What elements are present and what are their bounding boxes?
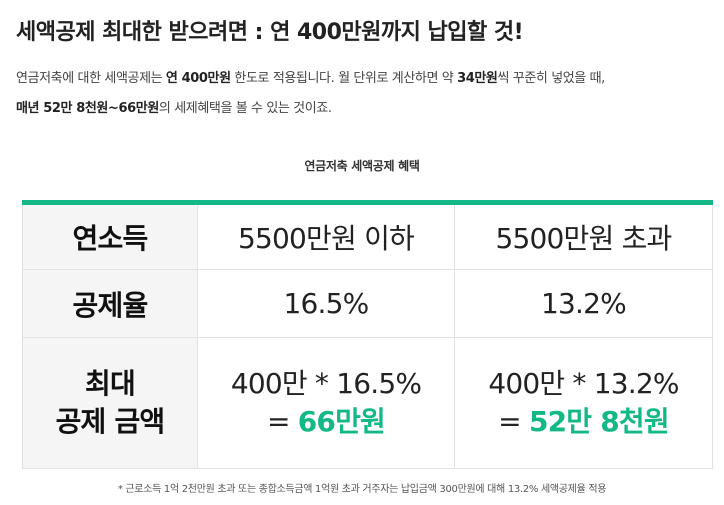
row-header-max-line1: 최대 <box>85 367 136 400</box>
row-header-rate: 공제율 <box>22 269 198 338</box>
intro-text: 한도로 적용됩니다. 월 단위로 계산하면 약 <box>230 71 458 86</box>
intro-text: 연금저축에 대한 세액공제는 <box>16 71 166 86</box>
equals-over: = <box>498 405 529 438</box>
cell-income-under: 5500만원 이하 <box>197 202 455 270</box>
cell-max-under: 400만 * 16.5% = 66만원 <box>197 337 455 469</box>
result-under: 66만원 <box>297 405 386 438</box>
cell-income-over: 5500만원 초과 <box>454 202 713 270</box>
table-row-max: 최대 공제 금액 400만 * 16.5% = 66만원 400만 * 13.2… <box>22 337 713 469</box>
row-header-max: 최대 공제 금액 <box>22 337 198 469</box>
table-row-rate: 공제율 16.5% 13.2% <box>22 269 713 338</box>
result-over: 52만 8천원 <box>528 405 670 438</box>
cell-rate-under: 16.5% <box>197 269 455 338</box>
table-row-income: 연소득 5500만원 이하 5500만원 초과 <box>22 202 713 270</box>
intro-paragraph: 연금저축에 대한 세액공제는 연 400만원 한도로 적용됩니다. 월 단위로 … <box>16 64 716 124</box>
intro-highlight-benefit: 매년 52만 8천원~66만원 <box>16 101 159 116</box>
footnote: * 근로소득 1억 2천만원 초과 또는 종합소득금액 1억원 초과 거주자는 … <box>117 484 607 495</box>
formula-under: 400만 * 16.5% <box>230 367 422 400</box>
intro-highlight-limit: 연 400만원 <box>165 71 231 86</box>
tax-credit-table: 연소득 5500만원 이하 5500만원 초과 공제율 16.5% 13.2% … <box>22 200 713 469</box>
row-header-max-line2: 공제 금액 <box>55 405 166 438</box>
row-header-income: 연소득 <box>22 202 198 270</box>
equals-under: = <box>266 405 298 438</box>
intro-text: 씩 꾸준히 넣었을 때, <box>497 71 605 86</box>
cell-max-over: 400만 * 13.2% = 52만 8천원 <box>454 337 713 469</box>
formula-over: 400만 * 13.2% <box>488 367 679 400</box>
intro-text: 의 세제혜택을 볼 수 있는 것이죠. <box>158 101 332 116</box>
table-caption: 연금저축 세액공제 혜택 <box>304 159 420 173</box>
cell-rate-over: 13.2% <box>454 269 713 338</box>
intro-highlight-monthly: 34만원 <box>457 71 498 86</box>
page-heading: 세액공제 최대한 받으려면 : 연 400만원까지 납입할 것! <box>16 20 524 45</box>
